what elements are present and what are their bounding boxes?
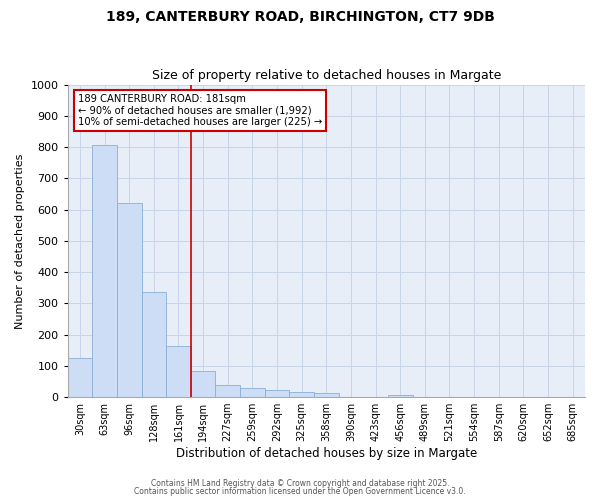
Bar <box>265 390 289 397</box>
Bar <box>191 372 215 397</box>
Bar <box>166 346 191 397</box>
Bar <box>68 358 92 397</box>
Text: 189, CANTERBURY ROAD, BIRCHINGTON, CT7 9DB: 189, CANTERBURY ROAD, BIRCHINGTON, CT7 9… <box>106 10 494 24</box>
X-axis label: Distribution of detached houses by size in Margate: Distribution of detached houses by size … <box>176 447 477 460</box>
Y-axis label: Number of detached properties: Number of detached properties <box>15 153 25 328</box>
Text: Contains HM Land Registry data © Crown copyright and database right 2025.: Contains HM Land Registry data © Crown c… <box>151 478 449 488</box>
Bar <box>388 394 413 397</box>
Bar <box>240 388 265 397</box>
Bar <box>314 394 338 397</box>
Bar <box>289 392 314 397</box>
Bar <box>92 146 117 397</box>
Text: Contains public sector information licensed under the Open Government Licence v3: Contains public sector information licen… <box>134 487 466 496</box>
Bar <box>142 292 166 397</box>
Title: Size of property relative to detached houses in Margate: Size of property relative to detached ho… <box>152 69 501 82</box>
Bar <box>215 384 240 397</box>
Text: 189 CANTERBURY ROAD: 181sqm
← 90% of detached houses are smaller (1,992)
10% of : 189 CANTERBURY ROAD: 181sqm ← 90% of det… <box>78 94 322 127</box>
Bar <box>117 204 142 397</box>
